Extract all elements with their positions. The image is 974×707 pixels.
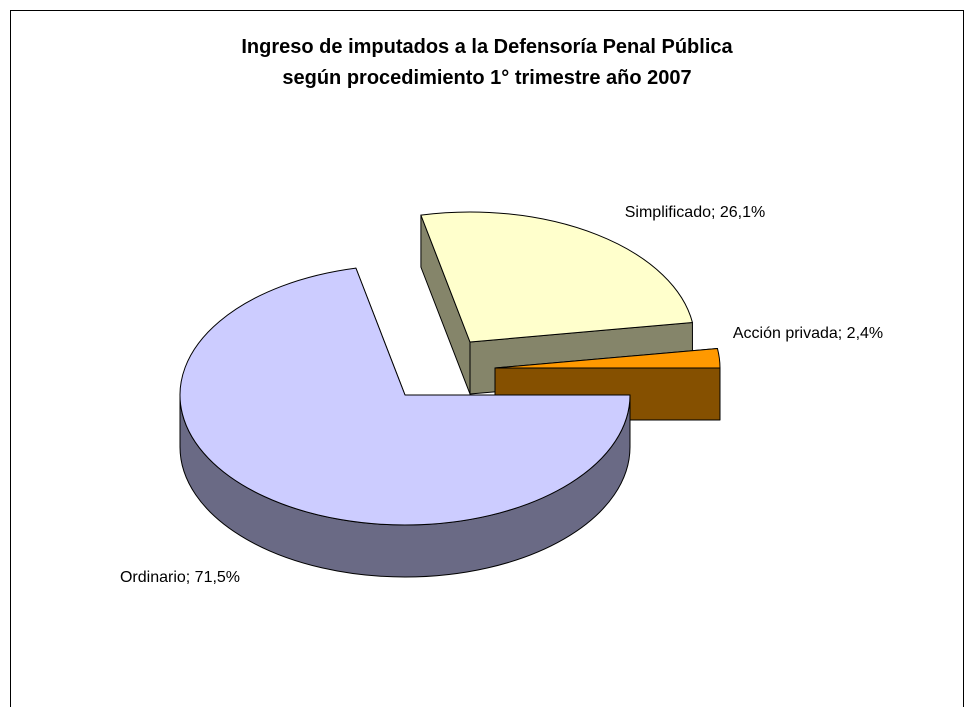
slice <box>420 211 693 343</box>
data-label: Ordinario; 71,5% <box>119 569 241 586</box>
data-label: Simplificado; 26,1% <box>624 204 766 221</box>
slice <box>179 267 631 526</box>
data-label: Acción privada; 2,4% <box>732 325 884 342</box>
slice <box>494 347 721 369</box>
chart-title: Ingreso de imputados a la Defensoría Pen… <box>241 36 733 89</box>
